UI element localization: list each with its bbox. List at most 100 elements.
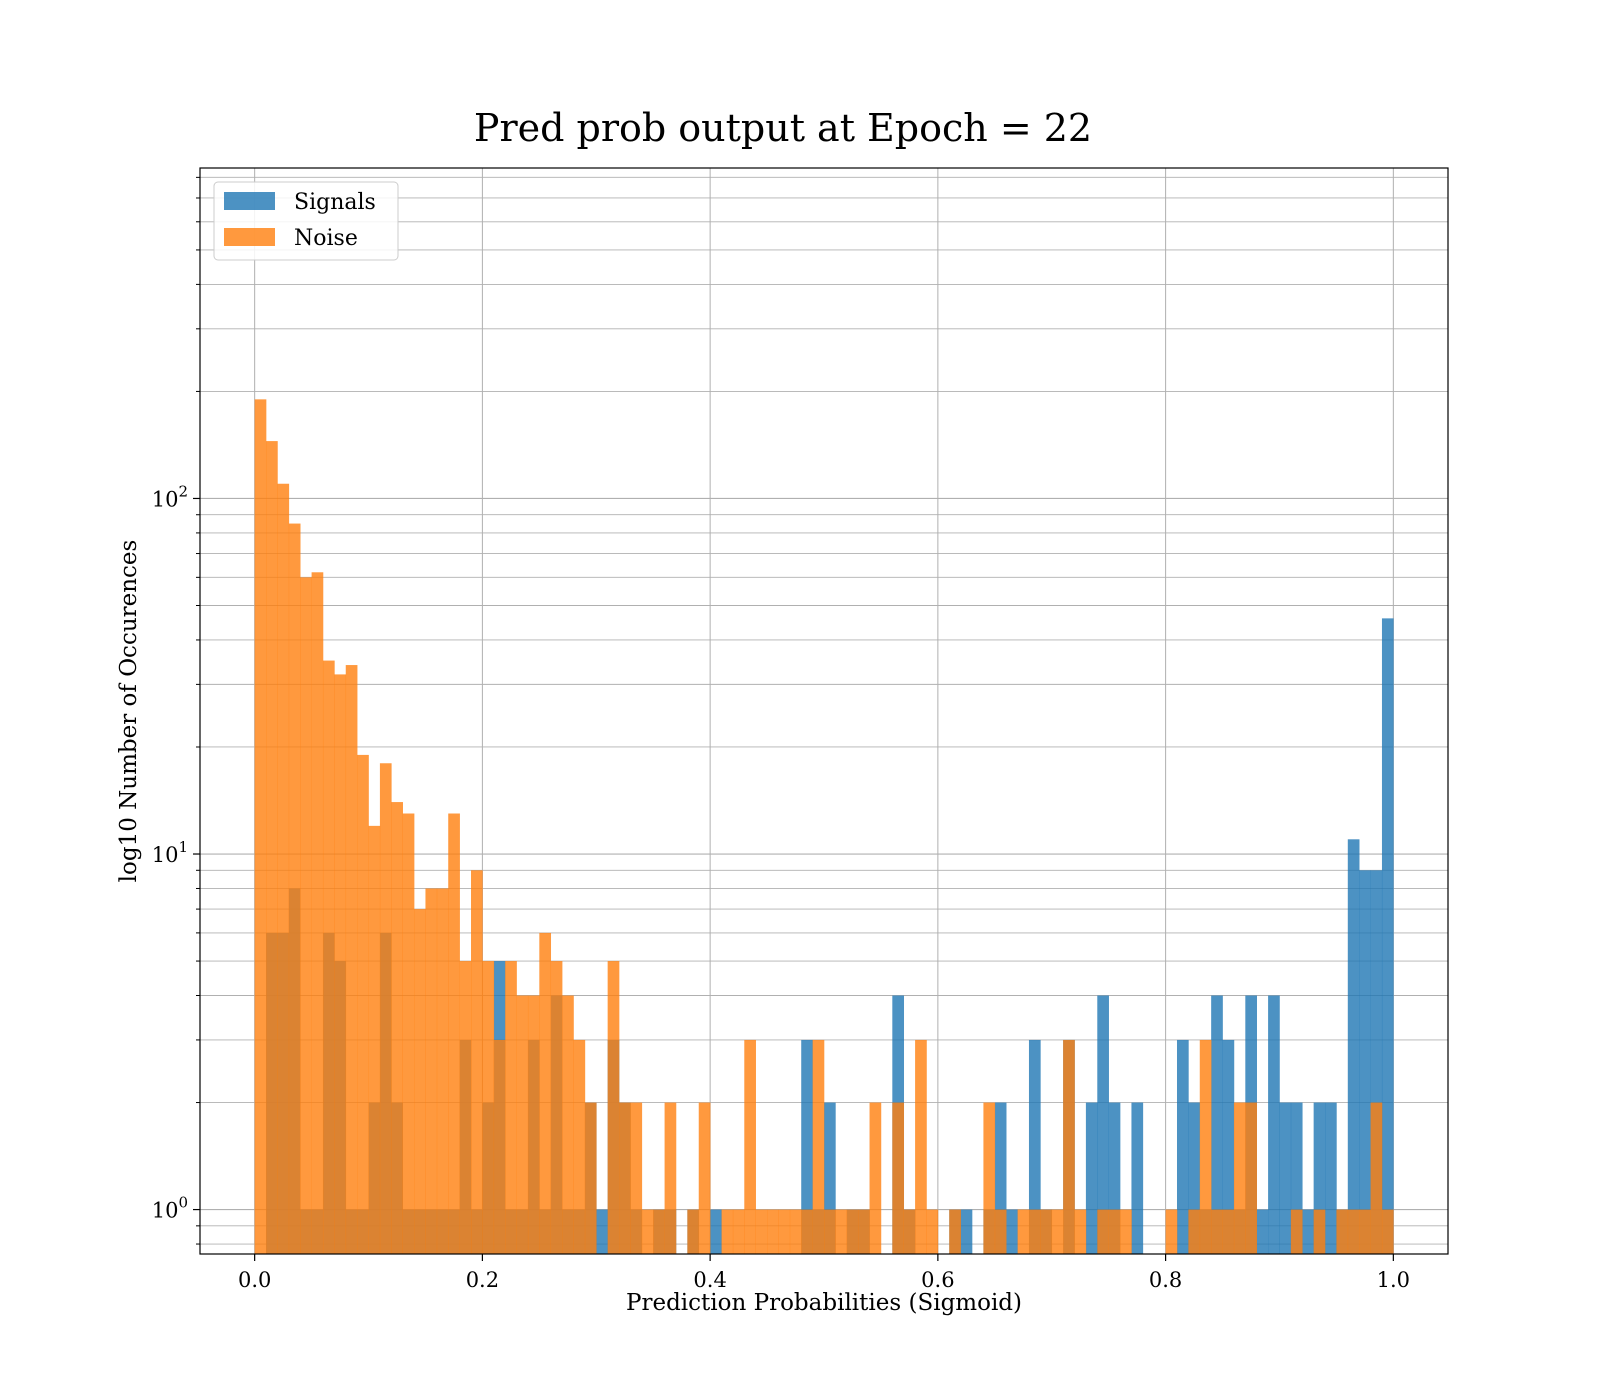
noise-bar-25 [539,932,552,1254]
signals-bar-94 [1325,1102,1337,1254]
noise-bar-46 [778,1209,791,1254]
signals-bar-82 [1188,1102,1201,1254]
noise-bar-13 [402,813,415,1254]
noise-bar-76 [1120,1209,1132,1254]
signals-bar-89 [1268,995,1280,1254]
noise-bar-95 [1336,1209,1349,1254]
noise-bar-9 [357,754,369,1254]
signals-bar-90 [1279,1102,1292,1254]
signals-bar-73 [1085,1102,1098,1254]
noise-bar-32 [619,1102,631,1254]
noise-bar-5 [311,572,324,1254]
noise-bar-47 [789,1209,802,1254]
noise-bar-33 [630,1102,643,1254]
noise-bar-86 [1233,1102,1246,1254]
signals-bar-77 [1131,1102,1144,1254]
noise-bar-52 [846,1209,859,1254]
noise-bar-7 [334,674,347,1254]
noise-bar-67 [1017,1209,1030,1254]
noise-bar-96 [1347,1209,1360,1254]
legend-swatch-noise [224,228,275,246]
signals-bar-50 [824,1102,836,1254]
noise-bar-56 [892,1102,905,1254]
noise-bar-41 [721,1209,734,1254]
noise-bar-34 [641,1209,654,1254]
noise-bar-61 [949,1209,961,1254]
noise-bar-83 [1199,1039,1212,1254]
x-tick-label-2: 0.4 [693,1268,726,1292]
x-tick-label-5: 1.0 [1377,1268,1410,1292]
noise-bar-82 [1188,1209,1201,1254]
signals-bar-66 [1006,1209,1018,1254]
noise-bar-36 [664,1102,677,1254]
signals-bar-40 [710,1209,722,1254]
x-tick-label-4: 0.8 [1149,1268,1182,1292]
y-axis-ticks: 100 101 102 [152,176,200,1245]
y-tick-label-0: 100 [152,1194,188,1223]
noise-bar-8 [345,665,358,1254]
noise-bar-2 [277,483,290,1254]
noise-bar-18 [459,961,472,1254]
noise-bar-51 [835,1209,848,1254]
noise-bar-45 [767,1209,779,1254]
legend-label-noise: Noise [294,226,358,251]
noise-bar-10 [368,825,381,1254]
noise-bar-38 [687,1209,700,1254]
signals-bar-75 [1108,1102,1121,1254]
noise-bar-59 [926,1209,939,1254]
noise-bar-97 [1359,1209,1371,1254]
noise-bar-39 [698,1102,711,1254]
noise-bar-21 [493,1039,506,1254]
noise-bar-26 [550,961,563,1254]
noise-bar-87 [1245,1102,1258,1254]
noise-bar-4 [300,577,312,1254]
legend: Signals Noise [213,181,399,261]
noise-bar-27 [562,995,574,1254]
y-tick-label-1: 101 [152,838,188,867]
signals-bar-81 [1176,1039,1189,1254]
plot-frame [199,167,1449,1255]
noise-bar-28 [573,1039,586,1254]
noise-bar-93 [1313,1209,1326,1254]
noise-bar-1 [266,441,278,1255]
noise-bar-44 [755,1209,768,1254]
signals-bar-99 [1381,618,1394,1254]
noise-bar-48 [801,1209,813,1254]
noise-bar-6 [322,660,335,1254]
signals-bar-93 [1313,1102,1326,1254]
noise-bar-3 [288,523,301,1254]
y-tick-label-2: 102 [152,482,188,511]
signals-bar-85 [1222,1039,1235,1254]
legend-swatch-signals [224,192,275,210]
noise-bar-23 [516,995,529,1254]
signals-bar-48 [801,1039,813,1254]
noise-bar-70 [1051,1209,1064,1254]
signals-bar-92 [1302,1209,1314,1254]
signals-bar-65 [994,1102,1007,1254]
noise-bar-17 [448,813,460,1254]
y-axis-label: log10 Number of Occurences [116,540,142,883]
noise-bar-29 [584,1102,597,1254]
noise-bar-53 [858,1209,870,1254]
x-axis-label: Prediction Probabilities (Sigmoid) [626,1290,1022,1316]
chart-title: Pred prob output at Epoch = 22 [474,106,1092,150]
signals-bar-98 [1370,870,1383,1254]
noise-bar-74 [1097,1209,1109,1254]
signals-bar-88 [1256,1209,1269,1254]
noise-bar-11 [379,763,392,1254]
noise-bar-31 [607,961,620,1254]
noise-bar-19 [471,870,483,1254]
noise-bar-43 [744,1039,756,1254]
noise-bar-42 [732,1209,745,1254]
x-tick-label-1: 0.2 [466,1268,499,1292]
noise-bar-50 [824,1209,836,1254]
noise-bar-98 [1370,1102,1383,1254]
noise-bar-99 [1381,1209,1394,1254]
noise-bar-85 [1222,1209,1235,1254]
noise-bar-68 [1028,1209,1041,1254]
signals-bar-96 [1347,839,1360,1254]
signals-bar-97 [1359,870,1371,1254]
noise-bar-64 [983,1102,996,1254]
noise-bar-58 [915,1039,927,1254]
